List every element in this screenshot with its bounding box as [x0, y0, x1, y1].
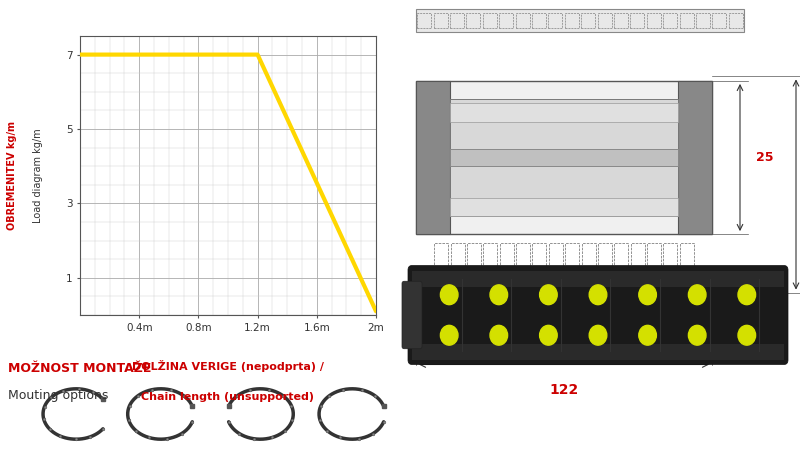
Bar	[565, 13, 578, 28]
Bar	[516, 13, 530, 28]
Circle shape	[738, 285, 755, 305]
Bar	[663, 13, 677, 28]
Bar	[450, 104, 678, 122]
Circle shape	[490, 325, 508, 345]
Bar	[450, 198, 678, 216]
Bar	[581, 13, 595, 28]
Bar	[614, 13, 628, 28]
Bar	[532, 13, 546, 28]
Bar	[416, 81, 450, 234]
Bar	[647, 270, 661, 292]
Bar	[614, 243, 628, 266]
FancyBboxPatch shape	[408, 266, 788, 365]
Bar	[412, 344, 784, 360]
Bar	[450, 243, 465, 266]
Bar	[646, 13, 661, 28]
Circle shape	[440, 325, 458, 345]
Bar	[647, 243, 661, 266]
Bar	[412, 271, 784, 287]
Bar	[680, 270, 694, 292]
Circle shape	[539, 325, 557, 345]
Text: DOLŽINA VERIGE (nepodprta) /: DOLŽINA VERIGE (nepodprta) /	[132, 360, 324, 372]
Text: 122: 122	[550, 382, 578, 396]
Bar	[598, 13, 611, 28]
Bar	[565, 270, 579, 292]
Bar	[663, 243, 678, 266]
FancyBboxPatch shape	[402, 281, 422, 349]
Bar	[483, 270, 498, 292]
Circle shape	[738, 325, 755, 345]
Bar	[533, 270, 546, 292]
Circle shape	[689, 285, 706, 305]
Circle shape	[490, 285, 508, 305]
Bar	[729, 13, 742, 28]
Bar	[418, 13, 431, 28]
Text: 25: 25	[756, 151, 774, 164]
Bar	[434, 13, 448, 28]
Bar	[630, 270, 645, 292]
Bar	[549, 13, 562, 28]
Bar	[450, 270, 465, 292]
Bar	[434, 243, 448, 266]
Bar	[582, 243, 595, 266]
Bar	[598, 270, 612, 292]
Bar	[467, 270, 481, 292]
Text: Load diagram kg/m: Load diagram kg/m	[34, 128, 43, 223]
Bar	[533, 243, 546, 266]
Circle shape	[539, 285, 557, 305]
Text: OBREMENITEV kg/m: OBREMENITEV kg/m	[7, 121, 17, 230]
Bar	[565, 243, 579, 266]
Bar	[500, 270, 514, 292]
Text: Chain length (unsupported): Chain length (unsupported)	[142, 392, 314, 401]
Circle shape	[689, 325, 706, 345]
Bar	[467, 243, 481, 266]
Circle shape	[589, 285, 606, 305]
Bar	[416, 9, 744, 32]
Bar	[450, 149, 678, 166]
Bar	[450, 99, 678, 216]
Bar	[499, 13, 514, 28]
Bar	[483, 243, 498, 266]
Bar	[549, 270, 563, 292]
Bar	[598, 243, 612, 266]
Bar	[678, 81, 712, 234]
Bar	[466, 13, 480, 28]
Bar	[549, 243, 563, 266]
Bar	[614, 270, 628, 292]
Circle shape	[440, 285, 458, 305]
Bar	[663, 270, 678, 292]
Bar	[680, 243, 694, 266]
Bar	[712, 13, 726, 28]
Bar	[630, 13, 645, 28]
Circle shape	[639, 285, 656, 305]
Bar	[450, 13, 464, 28]
Bar	[516, 243, 530, 266]
Circle shape	[639, 325, 656, 345]
Bar	[416, 81, 712, 234]
Text: MOŽNOST MONTAŽE: MOŽNOST MONTAŽE	[8, 362, 151, 375]
Circle shape	[589, 325, 606, 345]
Bar	[630, 243, 645, 266]
Bar	[434, 270, 448, 292]
Bar	[582, 270, 595, 292]
Bar	[516, 270, 530, 292]
Text: Mouting options: Mouting options	[8, 389, 108, 402]
Bar	[500, 243, 514, 266]
Bar	[483, 13, 497, 28]
Bar	[696, 13, 710, 28]
Text: 100: 100	[550, 342, 578, 356]
Bar	[679, 13, 694, 28]
